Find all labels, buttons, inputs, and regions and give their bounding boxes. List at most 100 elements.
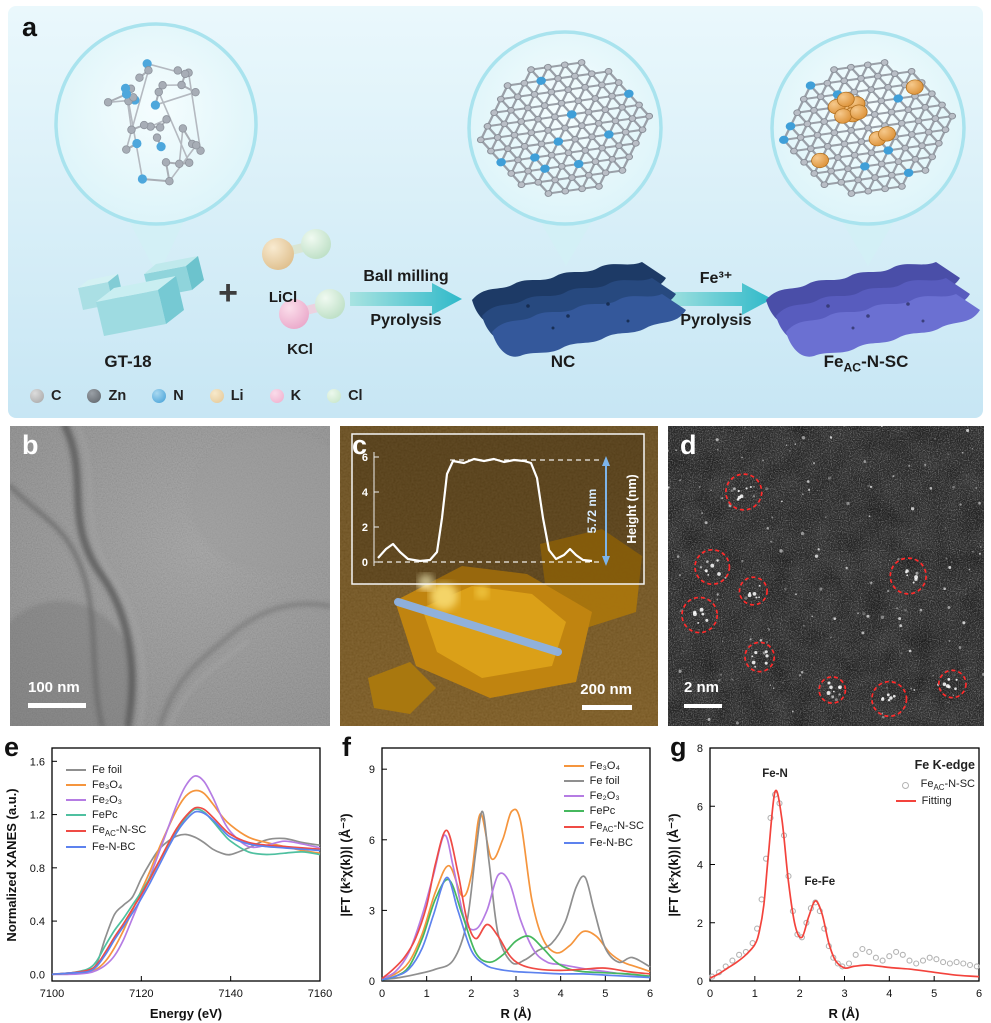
svg-text:2: 2 (468, 988, 474, 1000)
legend-label: FeAC-N-SC (92, 824, 147, 839)
fe-cluster-circle (694, 548, 731, 586)
inset-tick-2: 2 (362, 522, 368, 534)
legend-swatch (563, 810, 584, 812)
carbon-sheet-wrinkles (10, 426, 330, 726)
nc-label: NC (550, 352, 576, 371)
svg-text:4: 4 (697, 860, 703, 872)
panel-d-haadf-stem-image: d 2 nm (668, 426, 984, 726)
svg-text:Fe-N: Fe-N (762, 768, 788, 780)
legend-swatch (901, 781, 909, 789)
legend-swatch (66, 784, 86, 786)
e-xlabel: Energy (eV) (150, 1006, 222, 1021)
fe-cluster-circle (889, 557, 927, 595)
legend-label: Fitting (921, 795, 952, 808)
legend-label: Fe foil (92, 764, 122, 776)
fe-cluster-circle (681, 596, 719, 634)
legend-swatch (563, 795, 584, 797)
panel-c-afm-image: 6 4 2 0 5.72 nm Height (nm) c 200 nm (340, 426, 658, 726)
fe-cluster-circle (871, 680, 908, 718)
atom-legend-item: N (152, 388, 184, 404)
nc-graphene-lattice (476, 59, 654, 197)
product-sheets (766, 262, 980, 357)
height-profile-curve (377, 457, 593, 563)
svg-text:0.4: 0.4 (30, 916, 45, 928)
svg-text:2: 2 (697, 918, 703, 930)
legend-label: Fe-N-BC (589, 837, 633, 850)
legend-swatch (563, 842, 584, 845)
licl-li-sphere (262, 238, 294, 270)
svg-text:0: 0 (369, 976, 375, 988)
svg-text:4: 4 (558, 988, 564, 1000)
fe-cluster-circle (818, 676, 847, 704)
legend-entry: Fe-N-BC (66, 841, 146, 853)
f-legend: Fe₃O₄ Fe foil Fe₂O₃ FePc FeAC-N-SC Fe-N-BC (563, 760, 644, 850)
svg-text:6: 6 (647, 988, 653, 1000)
e-ylabel: Normalized XANES (a.u.) (4, 788, 19, 941)
fe-cluster-circle (738, 576, 768, 606)
nc-sheets (472, 262, 686, 357)
panel-c-scale-bar (582, 705, 632, 710)
licl-cl-sphere (301, 229, 331, 259)
tem-micrograph (10, 426, 330, 726)
legend-label: FePc (92, 809, 118, 821)
exafs-plot: |FT (k²χ(k))| (Å⁻³) R (Å) 0 1 2 3 4 5 6 0 3 6 9 (338, 747, 653, 1021)
legend-label: FePc (589, 805, 616, 817)
fe-cluster-circle (937, 669, 967, 699)
svg-text:7100: 7100 (40, 988, 64, 1000)
svg-text:4: 4 (886, 988, 892, 1000)
fe-cluster-circle (744, 641, 776, 673)
atom-legend-item: Zn (87, 388, 126, 404)
inset-tick-4: 4 (362, 487, 369, 499)
legend-label: FeAC-N-SC (589, 820, 644, 835)
height-annotation: 5.72 nm (585, 489, 599, 534)
atom-label: Li (230, 388, 244, 404)
svg-text:1.6: 1.6 (30, 756, 45, 768)
atom-label: Zn (108, 388, 127, 404)
gt18-crystals (78, 256, 204, 336)
fitting-plot: |FT (k²χ(k))| (Å⁻³) R (Å) 0 1 2 3 4 5 6 0 2 4 6 8 Fe… (666, 743, 982, 1021)
panel-b-scale-text: 100 nm (28, 679, 80, 696)
atom-legend-item: C (30, 388, 61, 404)
height-profile-line (394, 598, 562, 656)
inset-tick-0: 0 (362, 557, 368, 569)
atom-label: Cl (348, 388, 363, 404)
panel-b-tem-image: b 100 nm (10, 426, 330, 726)
svg-text:0: 0 (379, 988, 385, 1000)
panel-d-scale-text: 2 nm (684, 679, 720, 696)
legend-swatch (66, 814, 86, 816)
legend-entry: Fe₃O₄ (66, 779, 146, 791)
legend-swatch (66, 799, 86, 801)
panel-e-xanes-chart: Normalized XANES (a.u.) Energy (eV) 7100… (2, 734, 332, 1023)
g-xlabel: R (Å) (828, 1006, 859, 1021)
panel-a-letter: a (22, 12, 38, 42)
legend-swatch (66, 846, 86, 849)
svg-text:6: 6 (976, 988, 982, 1000)
afm-micrograph: 6 4 2 0 5.72 nm Height (nm) (340, 426, 658, 726)
g-legend: Fe K-edge FeAC-N-SC Fitting (895, 758, 975, 808)
panel-e-letter: e (4, 732, 20, 762)
fe-cluster-markers (681, 473, 967, 718)
svg-text:Fe-Fe: Fe-Fe (805, 876, 836, 888)
legend-label: Fe foil (589, 775, 620, 787)
legend-label: Fe₂O₃ (92, 794, 123, 806)
panel-b-scale-bar (28, 703, 86, 708)
svg-text:1.2: 1.2 (30, 810, 45, 822)
atom-label: C (51, 388, 62, 404)
f-xlabel: R (Å) (500, 1006, 531, 1021)
panel-d-letter: d (680, 430, 697, 460)
kcl-cl-sphere (315, 289, 345, 319)
panel-f-letter: f (342, 732, 351, 762)
legend-entry: FeAC-N-SC (66, 824, 146, 838)
atom-legend-item: K (269, 388, 301, 404)
salt-spheres (262, 229, 345, 329)
pyrolysis-label-2: Pyrolysis (680, 312, 752, 329)
svg-text:0.0: 0.0 (30, 969, 45, 981)
svg-text:5: 5 (602, 988, 608, 1000)
fe-cluster-circle (725, 473, 763, 511)
svg-text:1: 1 (424, 988, 430, 1000)
atom-legend-item: Cl (327, 388, 363, 404)
svg-text:7160: 7160 (308, 988, 332, 1000)
legend-label: Fe₃O₄ (92, 779, 123, 791)
legend-label: FeAC-N-SC (920, 778, 975, 793)
svg-text:7140: 7140 (218, 988, 242, 1000)
